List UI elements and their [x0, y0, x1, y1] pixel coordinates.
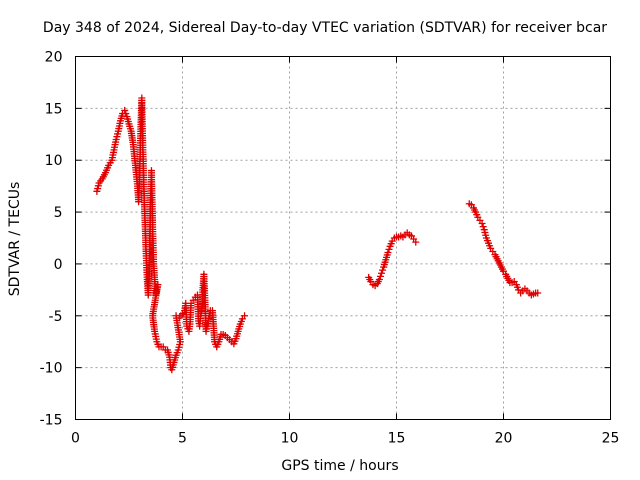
y-tick-label: 15	[45, 101, 63, 117]
y-tick-label: 10	[45, 153, 63, 169]
data-point	[412, 238, 420, 246]
x-tick-label: 0	[71, 431, 80, 447]
data-point	[534, 289, 542, 297]
x-tick-label: 15	[388, 431, 406, 447]
y-tick-label: -10	[40, 361, 63, 377]
data-point	[478, 219, 486, 227]
y-tick-label: 0	[54, 257, 63, 273]
data-point	[479, 223, 487, 231]
x-tick-label: 5	[178, 431, 187, 447]
y-axis-label: SDTVAR / TECUs	[7, 182, 23, 297]
data-point	[379, 266, 387, 274]
data-point	[384, 249, 392, 257]
y-tick-labels: -15 -10 -5 0 5 10 15 20	[40, 50, 63, 429]
data-point	[385, 245, 393, 253]
data-point	[241, 312, 249, 320]
y-tick-label: -5	[49, 309, 63, 325]
data-point	[376, 272, 384, 280]
data-points	[93, 94, 542, 374]
plot-frame	[75, 56, 611, 420]
grid-lines	[75, 56, 611, 420]
x-tick-label: 10	[281, 431, 299, 447]
x-tick-labels: 0 5 10 15 20 25	[71, 431, 619, 447]
data-point	[121, 106, 129, 114]
x-tick-label: 20	[495, 431, 513, 447]
chart-title: Day 348 of 2024, Sidereal Day-to-day VTE…	[43, 20, 607, 36]
data-point	[375, 275, 383, 283]
y-tick-label: 20	[45, 50, 63, 66]
x-tick-label: 25	[602, 431, 620, 447]
data-point	[378, 269, 386, 277]
x-axis-label: GPS time / hours	[281, 458, 398, 474]
y-tick-label: -15	[40, 413, 63, 429]
y-tick-label: 5	[54, 205, 63, 221]
data-point	[122, 110, 130, 118]
